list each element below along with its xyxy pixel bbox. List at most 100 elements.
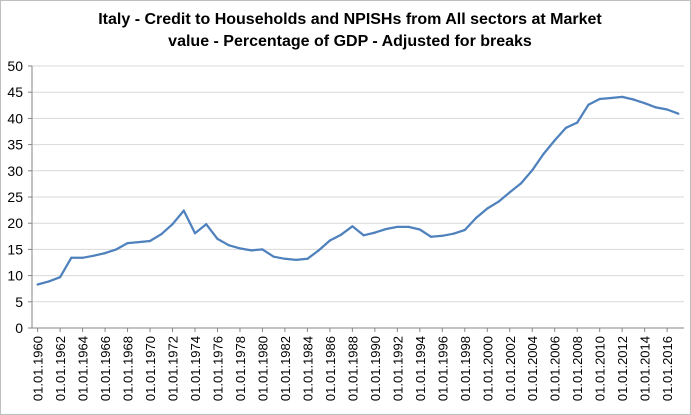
data-point xyxy=(542,152,545,156)
data-point xyxy=(531,169,534,172)
data-point xyxy=(148,239,152,243)
data-point xyxy=(70,256,73,259)
y-tick-label: 5 xyxy=(15,294,23,310)
x-tick-label: 01.01.1960 xyxy=(31,336,46,401)
data-point xyxy=(385,227,388,231)
data-point xyxy=(104,252,107,255)
y-tick-label: 15 xyxy=(7,241,23,257)
x-tick-label: 01.01.2000 xyxy=(480,336,495,401)
data-point xyxy=(508,191,511,194)
data-point xyxy=(486,207,489,210)
x-tick-label: 01.01.1986 xyxy=(323,336,338,401)
data-point xyxy=(250,249,253,252)
data-point xyxy=(418,228,421,231)
data-point xyxy=(328,239,331,242)
data-point xyxy=(295,258,298,261)
x-tick-label: 01.01.1972 xyxy=(166,336,181,401)
data-point xyxy=(47,280,51,283)
data-point xyxy=(407,225,410,228)
data-point xyxy=(587,103,590,106)
x-tick-label: 01.01.1996 xyxy=(435,336,450,401)
data-point xyxy=(474,216,478,220)
data-point xyxy=(160,233,163,236)
data-point xyxy=(272,255,275,258)
data-point xyxy=(126,242,129,245)
x-tick-label: 01.01.1966 xyxy=(98,336,113,401)
x-tick-label: 01.01.2008 xyxy=(570,336,585,401)
y-tick-label: 50 xyxy=(7,58,23,74)
x-tick-label: 01.01.1988 xyxy=(345,336,360,401)
data-point xyxy=(430,235,433,238)
x-tick-label: 01.01.2014 xyxy=(638,336,653,401)
y-tick-label: 30 xyxy=(7,163,23,179)
data-point xyxy=(193,232,197,235)
data-point xyxy=(441,234,444,237)
data-point xyxy=(81,256,84,259)
x-tick-label: 01.01.2016 xyxy=(660,336,675,401)
y-tick-label: 25 xyxy=(7,189,23,205)
data-point xyxy=(677,112,680,115)
x-tick-label: 01.01.1998 xyxy=(458,336,473,401)
data-point xyxy=(609,96,613,100)
y-tick-label: 10 xyxy=(7,268,23,284)
data-point xyxy=(59,276,62,279)
x-tick-label: 01.01.1974 xyxy=(188,336,203,401)
data-point xyxy=(227,244,230,247)
data-point xyxy=(497,200,500,203)
data-point xyxy=(632,98,635,101)
x-tick-label: 01.01.1968 xyxy=(121,336,136,401)
data-point xyxy=(36,283,39,286)
data-point xyxy=(92,254,95,257)
data-point xyxy=(621,95,624,98)
x-tick-label: 01.01.2006 xyxy=(548,336,563,401)
x-tick-label: 01.01.2012 xyxy=(615,336,630,401)
x-tick-label: 01.01.1980 xyxy=(255,336,270,401)
x-tick-label: 01.01.2002 xyxy=(503,336,518,401)
x-tick-label: 01.01.2010 xyxy=(593,336,608,401)
data-point xyxy=(519,182,523,185)
data-point xyxy=(362,234,365,237)
data-point xyxy=(283,257,286,260)
x-tick-label: 01.01.1994 xyxy=(413,336,428,401)
data-point xyxy=(396,225,399,228)
y-tick-label: 20 xyxy=(7,215,23,231)
data-point xyxy=(373,231,376,234)
x-tick-label: 01.01.1978 xyxy=(233,336,248,401)
data-point xyxy=(261,248,264,251)
data-point xyxy=(205,223,208,226)
data-point xyxy=(452,232,455,235)
data-point xyxy=(137,241,140,244)
x-tick-label: 01.01.2004 xyxy=(525,336,540,401)
x-tick-label: 01.01.1982 xyxy=(278,336,293,401)
x-tick-label: 01.01.1976 xyxy=(210,336,225,401)
series-line xyxy=(37,95,679,286)
y-tick-label: 0 xyxy=(15,320,23,336)
data-point xyxy=(340,233,343,236)
data-point xyxy=(553,139,556,142)
y-tick-label: 45 xyxy=(7,84,23,100)
data-point xyxy=(306,257,309,260)
data-point xyxy=(182,209,185,212)
data-point xyxy=(576,121,579,124)
data-point xyxy=(654,106,658,109)
data-point xyxy=(216,237,219,240)
x-tick-label: 01.01.1984 xyxy=(300,336,315,401)
x-tick-label: 01.01.1964 xyxy=(76,336,91,401)
data-point xyxy=(351,225,354,228)
data-point xyxy=(463,228,466,232)
y-tick-label: 35 xyxy=(7,137,23,153)
x-tick-label: 01.01.1962 xyxy=(53,336,68,401)
data-point xyxy=(666,108,669,111)
x-tick-label: 01.01.1992 xyxy=(390,336,405,401)
x-tick-label: 01.01.1990 xyxy=(368,336,383,401)
x-tick-label: 01.01.1970 xyxy=(143,336,158,401)
data-point xyxy=(643,102,646,105)
data-point xyxy=(564,126,568,129)
data-point xyxy=(171,223,174,226)
chart-title: Italy - Credit to Households and NPISHs … xyxy=(98,11,602,50)
data-point xyxy=(317,249,320,252)
y-tick-label: 40 xyxy=(7,110,23,126)
data-point xyxy=(238,247,242,250)
